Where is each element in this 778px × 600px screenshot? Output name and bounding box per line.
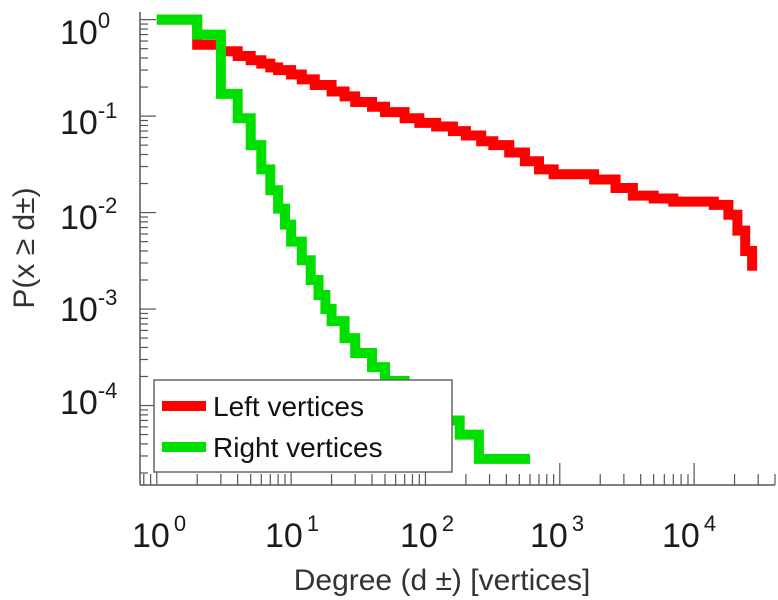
x-ticks bbox=[143, 463, 776, 485]
y-ticks bbox=[140, 19, 156, 474]
y-tick-label-1: 10-1 bbox=[60, 98, 117, 142]
y-tick-label-0: 100 bbox=[60, 8, 110, 52]
y-tick-label-4: 10-4 bbox=[60, 378, 117, 422]
x-tick-label-3: 10 3 bbox=[530, 511, 584, 555]
y-tick-labels: 100 10-1 10-2 10-3 10-4 bbox=[60, 8, 117, 422]
legend-box bbox=[153, 379, 453, 473]
x-axis-title: Degree (d ±) [vertices] bbox=[294, 564, 591, 597]
x-tick-label-2: 10 2 bbox=[400, 511, 454, 555]
legend: Left vertices Right vertices bbox=[153, 379, 453, 473]
legend-label-right-vertices: Right vertices bbox=[213, 432, 383, 463]
x-tick-label-1: 10 1 bbox=[265, 511, 319, 555]
legend-label-left-vertices: Left vertices bbox=[213, 391, 364, 422]
series-line-left-vertices bbox=[156, 14, 758, 271]
y-tick-label-2: 10-2 bbox=[60, 193, 117, 237]
x-tick-label-4: 10 4 bbox=[662, 511, 716, 555]
y-axis-title: P(x ≥ d±) bbox=[8, 187, 41, 308]
y-tick-label-3: 10-3 bbox=[60, 285, 117, 329]
x-tick-labels: 10 0 10 1 10 2 10 3 10 4 bbox=[132, 511, 716, 555]
x-tick-label-0: 10 0 bbox=[132, 511, 186, 555]
